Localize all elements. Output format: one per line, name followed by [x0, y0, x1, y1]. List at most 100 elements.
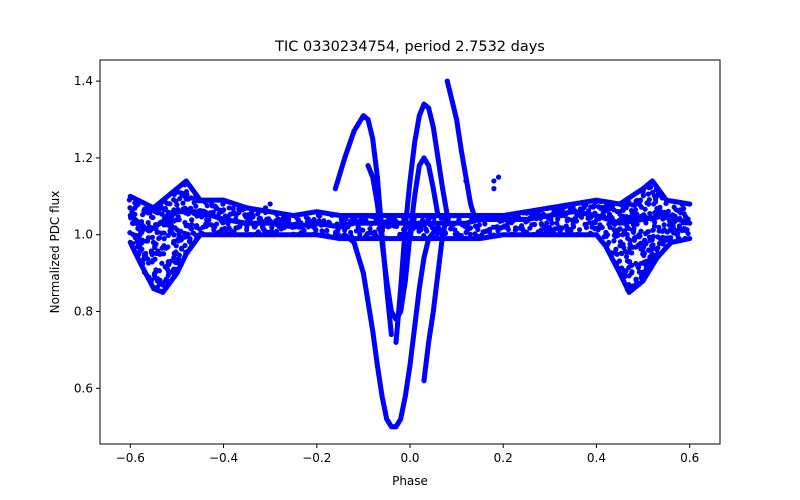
data-point-band [182, 242, 188, 249]
data-point-band [139, 246, 145, 252]
data-point-band [394, 223, 400, 230]
data-point-band [629, 269, 635, 275]
data-point-band [643, 220, 649, 226]
data-point-band [363, 219, 369, 225]
data-point-band [570, 223, 577, 230]
data-point-band [638, 275, 644, 281]
data-point-band [488, 215, 494, 222]
data-point-band [360, 227, 366, 233]
data-point-band [681, 205, 687, 212]
data-point-band [576, 227, 583, 233]
data-point-band [450, 213, 457, 219]
data-point-band [226, 205, 232, 211]
data-point-band [680, 200, 686, 206]
data-point-band [431, 219, 437, 225]
data-point-band [223, 216, 230, 222]
data-point-band [493, 233, 499, 239]
data-point-band [182, 182, 188, 188]
data-point-band [616, 258, 623, 264]
data-point-band [317, 213, 323, 219]
data-point-band [458, 232, 464, 239]
data-point-band [474, 233, 481, 239]
data-point-band [479, 217, 486, 223]
data-point-band [311, 216, 317, 223]
x-tick-label: 0.6 [680, 451, 699, 465]
data-point-band [316, 218, 322, 224]
data-point-band [400, 219, 406, 226]
data-point-band [591, 203, 597, 209]
data-point-band [421, 233, 427, 239]
data-point-band [178, 261, 184, 268]
data-point-band [367, 226, 373, 232]
data-point-band [160, 251, 167, 257]
data-point-band [161, 230, 167, 236]
data-point-band [377, 215, 383, 221]
data-point-band [495, 213, 502, 219]
data-point-band [684, 227, 690, 233]
data-point-band [404, 213, 410, 219]
data-point-band [145, 235, 151, 241]
data-point-band [646, 196, 652, 203]
y-axis-label: Normalized PDC flux [48, 191, 62, 314]
data-point-band [189, 217, 195, 223]
data-point-band [587, 230, 594, 237]
data-point-band [168, 227, 174, 233]
data-point-band [173, 266, 179, 272]
data-point-band [158, 288, 164, 294]
data-point-band [183, 249, 189, 255]
data-point-band [203, 212, 209, 218]
data-point-band [648, 256, 655, 262]
data-point-band [549, 220, 555, 226]
data-point-band [140, 261, 146, 267]
x-tick-label: 0.2 [494, 451, 513, 465]
data-point-band [222, 225, 228, 232]
data-point-band [159, 260, 165, 266]
data-point-band [637, 197, 644, 203]
data-point-band [629, 262, 635, 268]
data-point-band [298, 220, 304, 226]
data-point-band [153, 241, 159, 247]
data-point-band [405, 224, 412, 230]
data-point-band [450, 222, 456, 228]
data-point-band [652, 199, 659, 205]
data-point-band [482, 221, 488, 227]
data-point-band [423, 226, 429, 232]
data-point-band [615, 264, 621, 271]
data-point-band [476, 222, 482, 228]
data-point-band [313, 221, 319, 228]
data-point-band [169, 213, 175, 220]
data-point-band [162, 205, 169, 212]
data-point-band [392, 214, 398, 220]
data-point-band [188, 226, 195, 232]
data-point-band [330, 223, 336, 229]
data-point-outliers [267, 201, 273, 207]
data-point-band [147, 224, 153, 230]
data-point-band [460, 222, 467, 228]
data-point-band [335, 227, 341, 233]
x-tick-label: 0.0 [400, 451, 419, 465]
data-point-band [685, 216, 691, 222]
data-point-band [514, 212, 521, 219]
data-point-band [651, 223, 658, 229]
data-point-band [626, 225, 632, 232]
data-point-band [244, 224, 250, 230]
data-point-band [641, 250, 648, 256]
data-point-band [280, 215, 287, 221]
data-point-band [382, 219, 389, 225]
data-point-band [286, 216, 292, 222]
data-point-band [175, 214, 181, 220]
data-point-outliers [463, 178, 469, 184]
data-point-band [632, 202, 638, 208]
data-point-band [629, 250, 635, 256]
data-point-band [673, 216, 679, 222]
data-point-band [343, 216, 349, 222]
data-point-band [156, 235, 163, 241]
data-point-band [559, 225, 565, 231]
data-point-band [539, 207, 545, 213]
data-point-band [448, 226, 454, 232]
data-point-band [645, 229, 651, 235]
data-point-band [655, 245, 661, 251]
data-point-band [531, 221, 537, 227]
data-point-band [145, 256, 151, 262]
chart-title: TIC 0330234754, period 2.7532 days [274, 39, 545, 55]
